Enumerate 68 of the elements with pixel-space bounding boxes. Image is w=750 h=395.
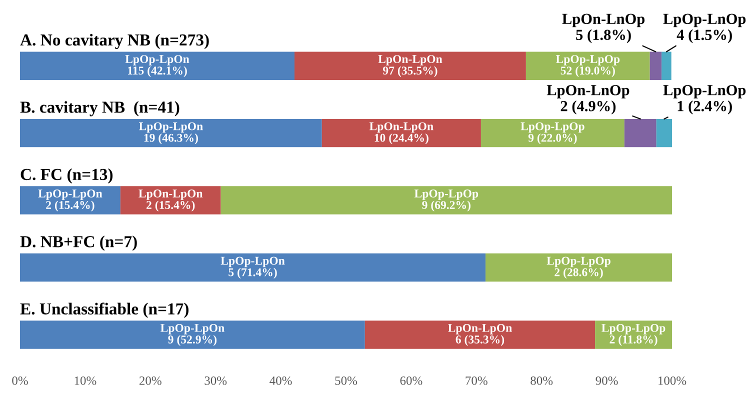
text: LpOp-LnOp [663,14,746,28]
bar [364,320,596,349]
series-label: LpOn-LpOn [378,55,442,66]
data-label: 9 (69.2%) [422,200,470,212]
data-label: 1 (2.4%) [678,100,732,114]
bar [322,118,481,148]
bar [624,118,656,148]
data-label: 2 (11.8%) [610,335,658,346]
x-tick-label: 50% [335,376,358,385]
bar [662,52,672,80]
bar [20,320,365,349]
bar [294,52,526,80]
bar [20,118,322,148]
data-label: 2 (28.6%) [554,268,603,279]
text: LpOp-LpOp [546,256,610,268]
text: LpOp-LpOp [602,324,666,334]
bar [220,186,672,214]
data-label: 97 (35.5%) [383,66,438,77]
data-label: 115 (42.1%) [128,66,187,77]
text: LpOp-LpOp [520,122,584,133]
bar [656,118,672,148]
text: LpOp-LpOn [38,190,102,200]
bar [480,118,624,148]
data-label: 52 (19.0%) [560,66,615,77]
data-label: 9 (22.0%) [528,133,577,144]
x-tick-label: 70% [466,376,488,385]
x-tick-label: 60% [400,376,422,385]
series-label: LpOp-LnOp [663,85,746,98]
y-tick-label: B. cavitary NB (n=41) [20,101,180,116]
data-label: 4 (1.5%) [676,29,732,44]
bar [650,52,662,80]
text: LpOp-LpOn [160,324,224,334]
text: LpOp-LpOn [138,122,203,133]
data-label: 2 (15.4%) [146,200,195,212]
series-label: LpOn-LnOp [546,85,630,98]
text: LpOn-LpOn [138,190,203,200]
x-tick-label: 30% [204,376,227,385]
y-tick-label: D. NB+FC (n=7) [20,236,137,251]
bar [486,253,672,282]
x-tick-label: 90% [596,376,618,385]
x-tick-label: 100% [658,376,686,385]
data-label: 6 (35.3%) [456,335,504,346]
series-label: LpOp-LpOp [556,55,620,66]
text: LpOp-LpOn [220,256,285,268]
text: LpOn-LpOn [448,324,512,334]
x-tick-label: 0% [12,376,28,385]
data-label: 2 (4.9%) [560,100,616,114]
y-tick-label: A. No cavitary NB (n=273) [20,34,209,50]
data-label: 2 (15.4%) [46,200,94,212]
text: LpOn-LnOp [562,14,645,28]
series-label: LpOp-LpOn [125,55,190,66]
y-tick-label: E. Unclassifiable (n=17) [20,302,188,318]
bar [20,253,486,282]
data-label: 10 (24.4%) [374,133,428,144]
y-tick-label: C. FC (n=13) [20,168,113,184]
data-label: 5 (71.4%) [228,268,277,279]
text: LpOn-LpOn [369,122,434,133]
text: LpOp-LpOp [414,190,478,200]
bar [120,186,221,214]
bar [526,52,650,80]
data-label: 9 (52.9%) [168,335,217,346]
data-label: 19 (46.3%) [144,133,198,144]
x-tick-label: 10% [74,376,96,385]
bar [20,52,294,80]
x-tick-label: 80% [530,376,553,385]
data-label: 5 (1.8%) [576,29,631,44]
x-tick-label: 40% [270,376,292,385]
x-tick-label: 20% [139,376,162,385]
